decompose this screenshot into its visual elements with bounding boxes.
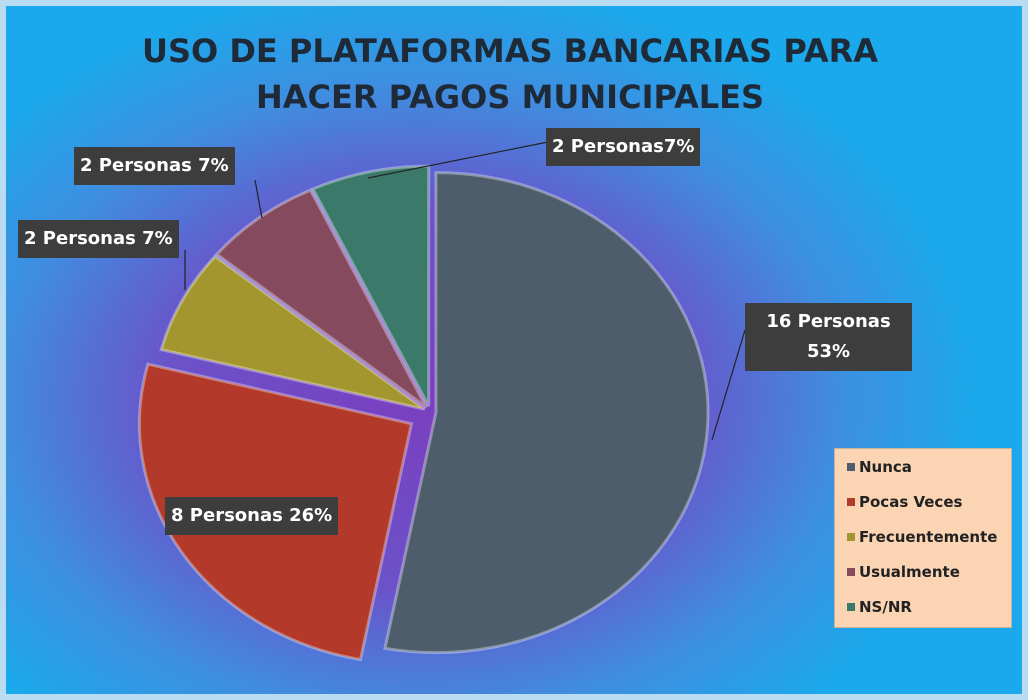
legend-label: Nunca [859, 457, 912, 476]
legend-swatch [847, 497, 855, 506]
legend-label: Frecuentemente [859, 527, 998, 546]
pie-slice [159, 254, 426, 411]
pie-slice [383, 171, 710, 655]
legend-swatch [847, 602, 855, 611]
legend-label: Pocas Veces [859, 492, 963, 511]
legend-swatch [847, 462, 855, 471]
legend-item: NS/NR [835, 589, 1011, 624]
legend-swatch [847, 532, 855, 541]
legend-item: Nunca [835, 449, 1011, 484]
legend-item: Pocas Veces [835, 484, 1011, 519]
legend: Nunca Pocas Veces Frecuentemente Usualmente… [834, 448, 1012, 628]
legend-item: Frecuentemente [835, 519, 1011, 554]
legend-label: NS/NR [859, 597, 912, 616]
legend-item: Usualmente [835, 554, 1011, 589]
legend-swatch [847, 567, 855, 576]
data-label: 16 Personas 53% [745, 303, 912, 371]
data-label: 2 Personas 7% [74, 147, 235, 185]
leader-line [367, 141, 549, 179]
leader-line [254, 179, 263, 219]
pie-slice [214, 188, 428, 409]
chart-title: USO DE PLATAFORMAS BANCARIAS PARA HACER … [141, 32, 879, 116]
legend-label: Usualmente [859, 562, 960, 581]
data-label: 2 Personas 7% [18, 220, 179, 258]
data-label: 8 Personas 26% [165, 497, 339, 535]
leader-line [711, 329, 746, 441]
data-label: 2 Personas7% [546, 128, 701, 166]
